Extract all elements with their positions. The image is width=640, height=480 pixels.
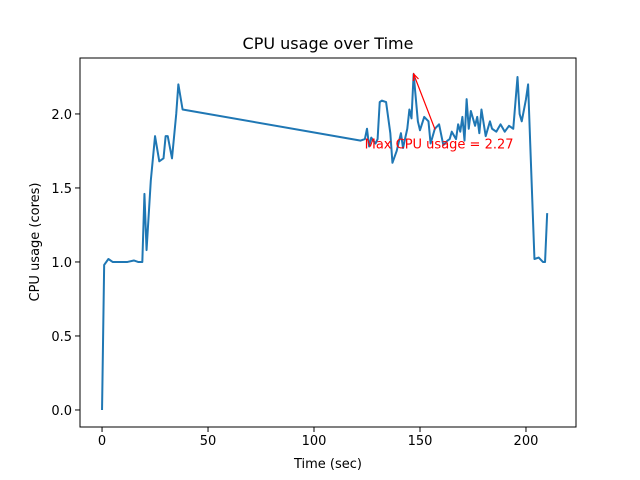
plot-frame: [79, 57, 577, 428]
x-axis-label: Time (sec): [293, 457, 362, 472]
y-axis-label: CPU usage (cores): [28, 183, 43, 302]
x-tick-label: 100: [302, 434, 327, 449]
annotation-text: Max CPU usage = 2.27: [365, 138, 514, 153]
y-tick-label: 2.0: [51, 108, 72, 123]
cpu-line: [101, 72, 549, 410]
y-tick-label: 0.0: [51, 404, 72, 419]
x-tick-label: 0: [98, 434, 106, 449]
annotation-arrowhead: [412, 72, 419, 82]
x-tick-label: 150: [408, 434, 433, 449]
annotation-arrow: [413, 73, 436, 130]
y-tick-label: 1.0: [51, 256, 72, 271]
x-tick-label: 200: [514, 434, 539, 449]
y-tick-label: 0.5: [51, 330, 72, 345]
y-tick-label: 1.5: [51, 182, 72, 197]
chart-title: CPU usage over Time: [243, 34, 414, 53]
x-tick-label: 50: [200, 434, 217, 449]
